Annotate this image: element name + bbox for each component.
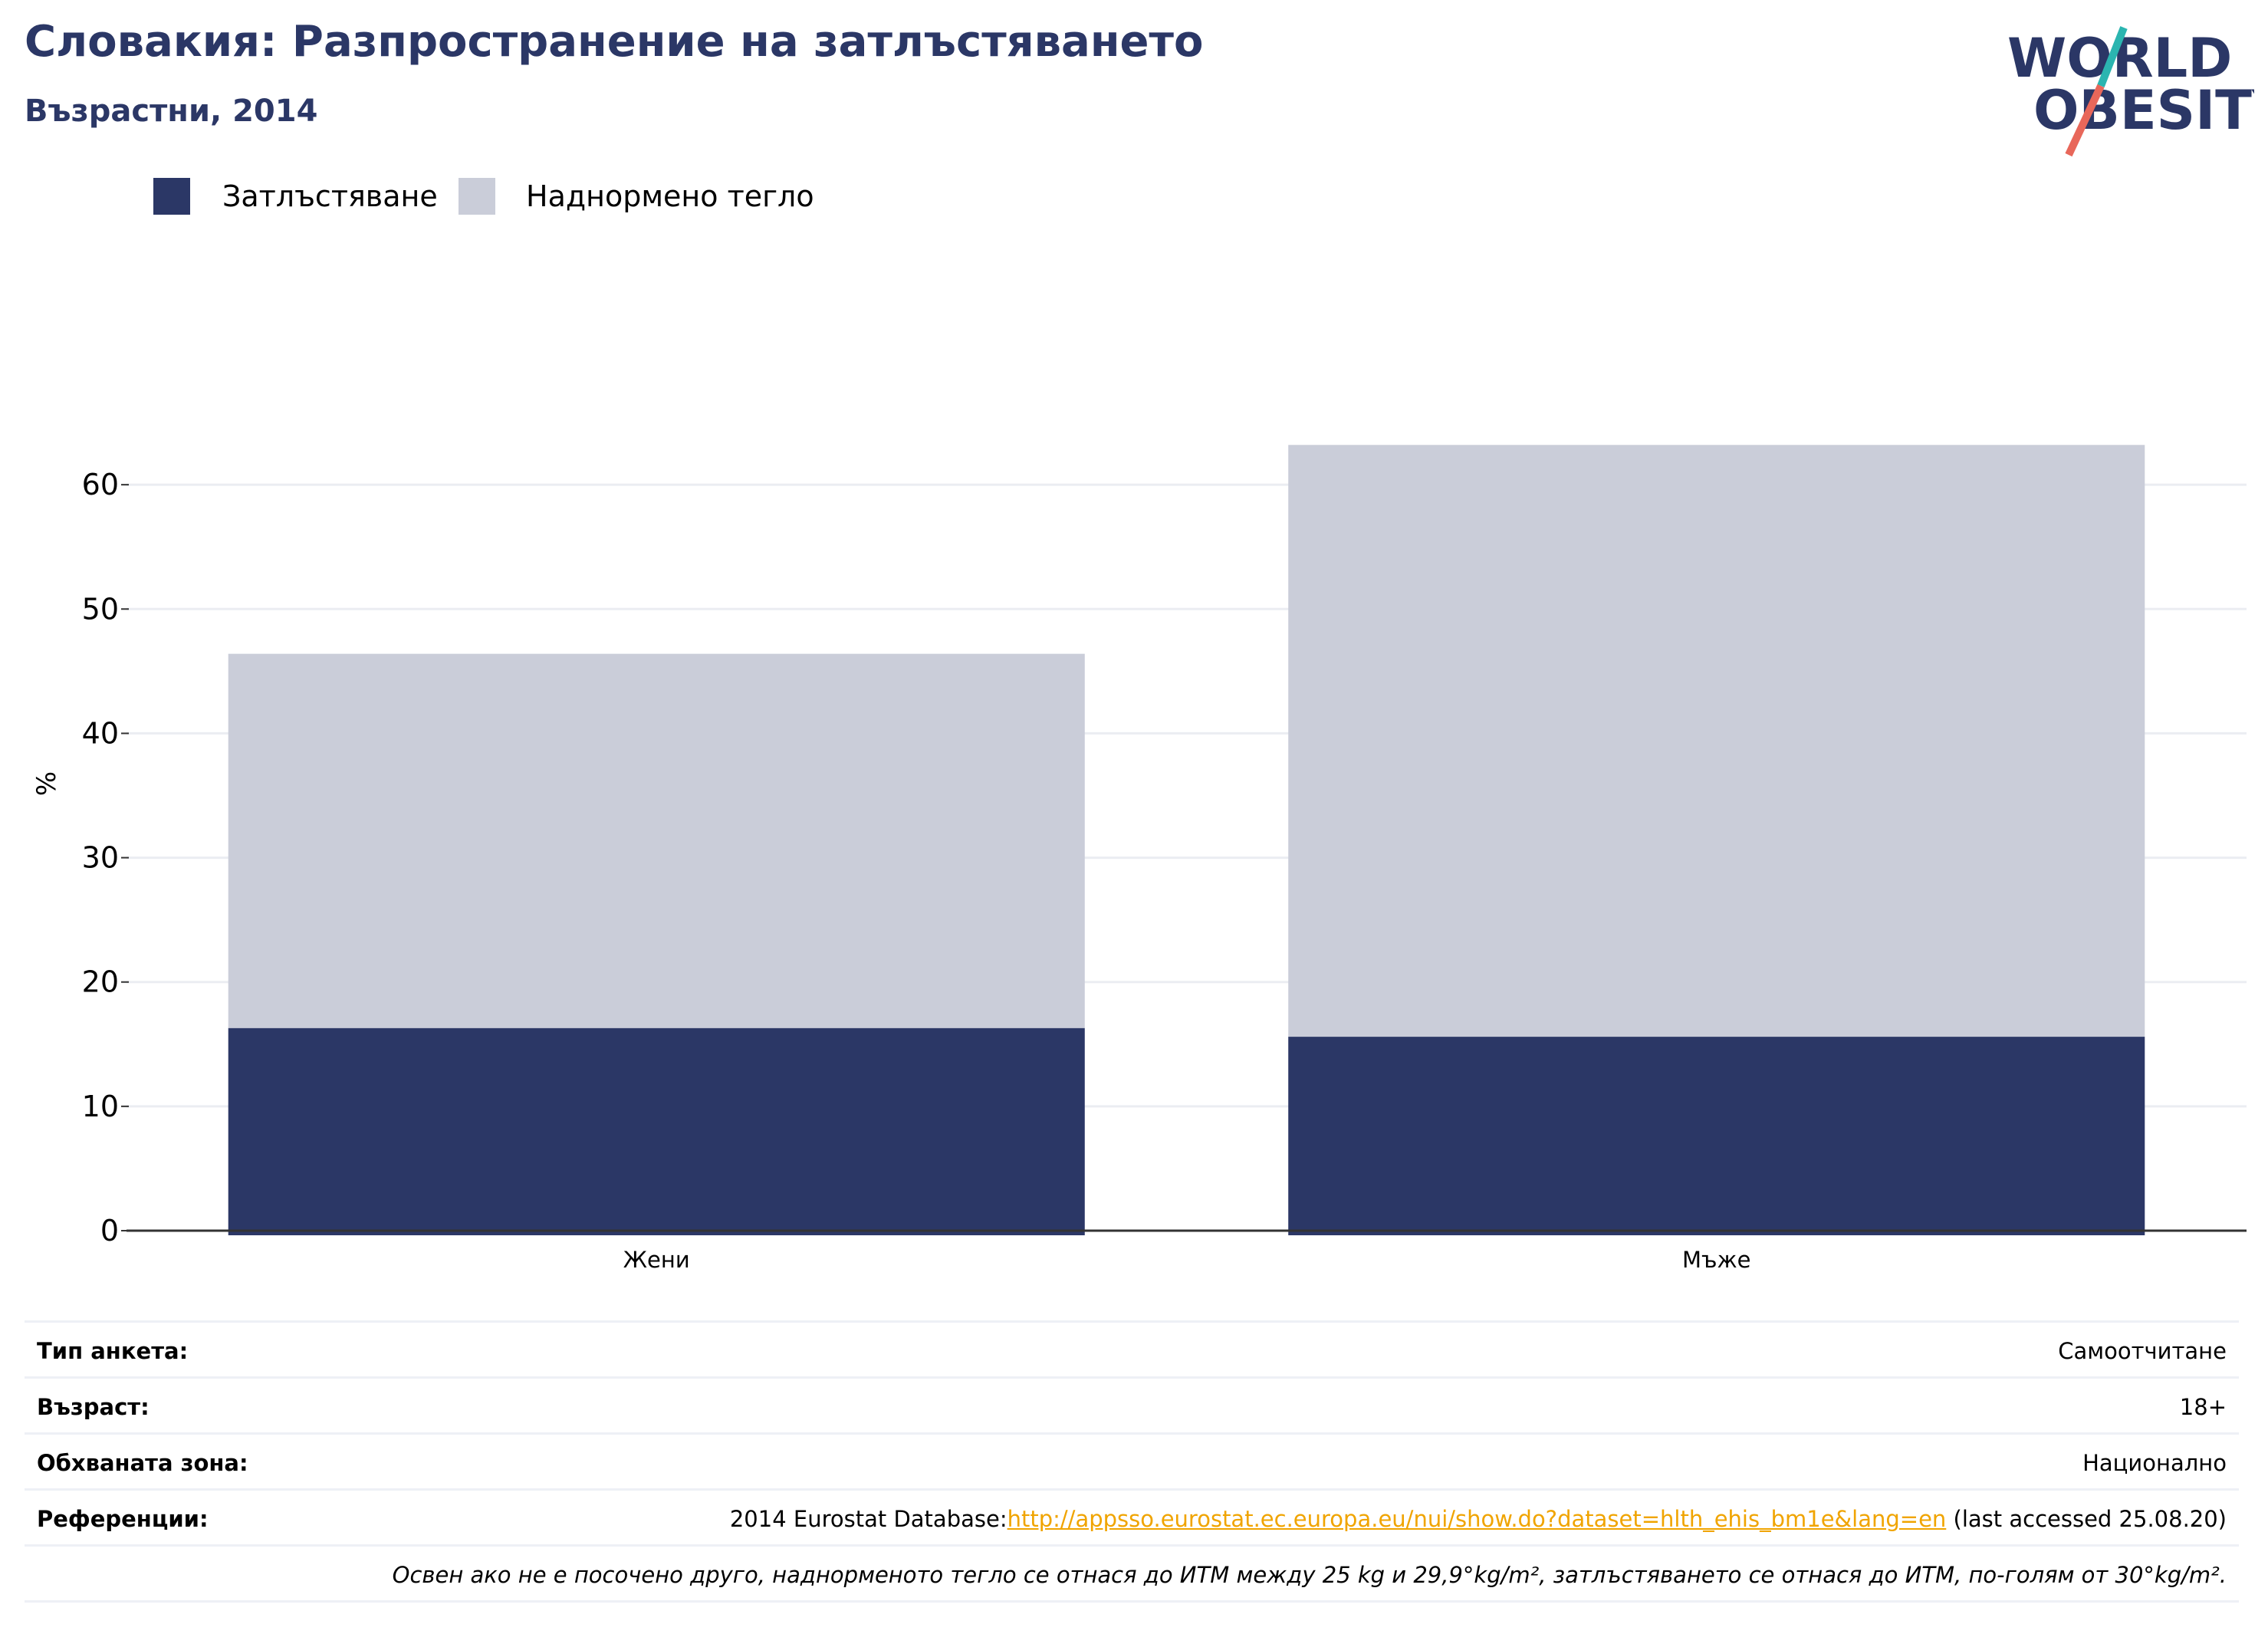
logo-slash-top xyxy=(2097,26,2128,87)
world-obesity-logo: WORLD OBESITY xyxy=(2007,26,2254,157)
y-tick-label: 60 xyxy=(82,468,119,501)
bar-segment xyxy=(1288,1037,2145,1235)
y-tick-label: 10 xyxy=(82,1090,119,1123)
stacked-bar-chart: 0 10 20 30 40 50 60% Жени Мъже xyxy=(31,445,2247,1273)
y-tick-label: 30 xyxy=(82,841,119,875)
y-tick-label: 40 xyxy=(82,716,119,750)
legend-swatch-obesity xyxy=(153,178,190,215)
age-value: 18+ xyxy=(2179,1394,2227,1420)
area-value: Национално xyxy=(2082,1450,2227,1476)
age-label: Възраст: xyxy=(37,1394,150,1420)
y-axis-label: % xyxy=(31,771,62,796)
y-tick-label: 20 xyxy=(82,965,119,999)
legend-swatch-overweight xyxy=(459,178,495,215)
references-value: 2014 Eurostat Database:http://appsso.eur… xyxy=(730,1506,2227,1532)
references-suffix: (last accessed 25.08.20) xyxy=(1946,1506,2227,1532)
chart-subtitle: Възрастни, 2014 xyxy=(25,94,318,129)
info-row-references: Референции: 2014 Eurostat Database:http:… xyxy=(25,1488,2239,1544)
x-tick-label: Жени xyxy=(623,1247,690,1273)
legend-label-overweight: Наднормено тегло xyxy=(526,179,814,213)
y-tick-label: 0 xyxy=(100,1214,119,1248)
info-table: Тип анкета: Самоотчитане Възраст: 18+ Об… xyxy=(25,1320,2239,1603)
info-row-note: Освен ако не е посочено друго, наднормен… xyxy=(25,1544,2239,1603)
survey-type-value: Самоотчитане xyxy=(2058,1338,2227,1364)
x-tick-label: Мъже xyxy=(1682,1247,1750,1273)
references-label: Референции: xyxy=(37,1506,209,1532)
area-label: Обхваната зона: xyxy=(37,1450,248,1476)
logo-slash-bottom xyxy=(2065,84,2105,157)
logo-line2: OBESITY xyxy=(2033,79,2254,142)
bmi-note: Освен ако не е посочено друго, наднормен… xyxy=(392,1562,2227,1588)
references-prefix: 2014 Eurostat Database: xyxy=(729,1506,1007,1532)
info-row-area: Обхваната зона: Национално xyxy=(25,1432,2239,1488)
references-link[interactable]: http://appsso.eurostat.ec.europa.eu/nui/… xyxy=(1007,1506,1947,1532)
y-tick-label: 50 xyxy=(82,592,119,626)
info-row-survey-type: Тип анкета: Самоотчитане xyxy=(25,1320,2239,1376)
info-row-age: Възраст: 18+ xyxy=(25,1376,2239,1432)
survey-type-label: Тип анкета: xyxy=(37,1338,189,1364)
chart-title: Словакия: Разпространение на затлъстяван… xyxy=(25,17,1204,67)
bar-segment xyxy=(228,653,1085,1028)
bar-segment xyxy=(1288,445,2145,1037)
bar-segment xyxy=(228,1027,1085,1235)
legend-label-obesity: Затлъстяване xyxy=(222,179,438,213)
